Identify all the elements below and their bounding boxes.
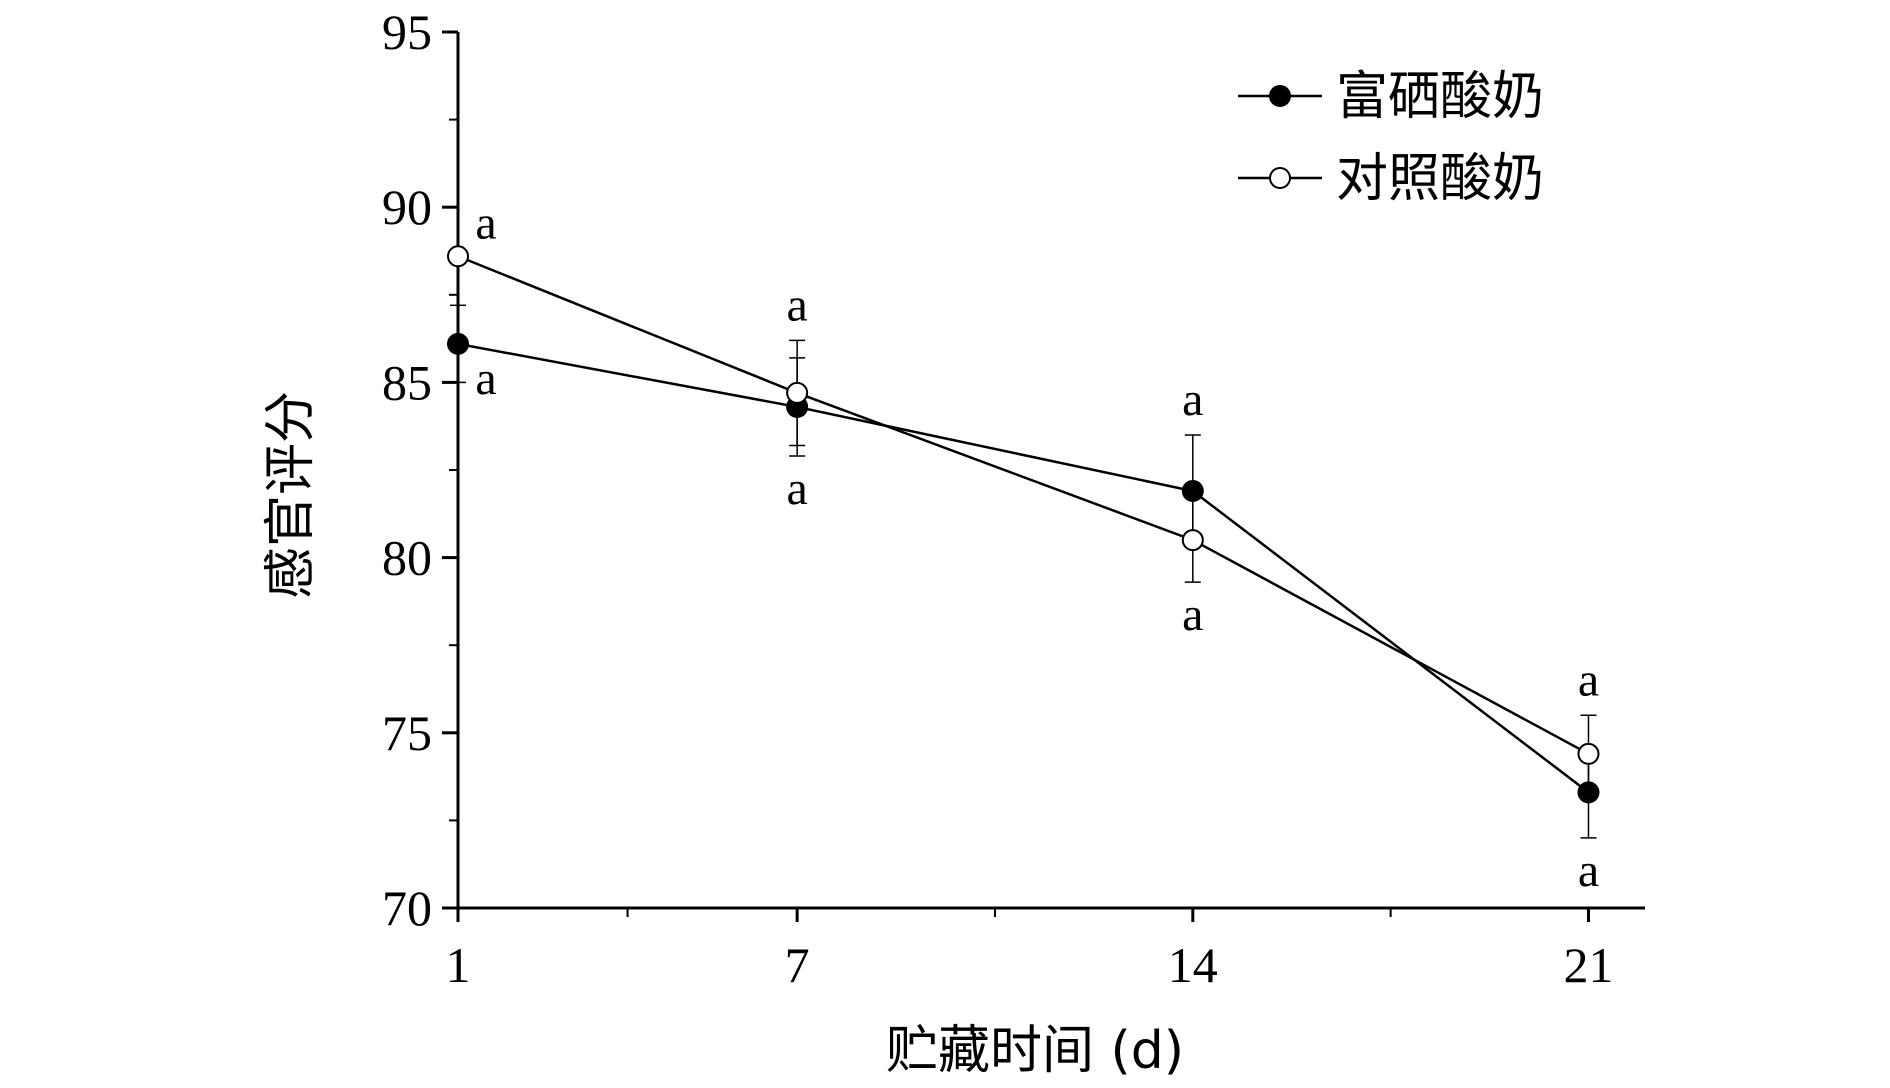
significance-label: a	[475, 196, 496, 249]
legend-label: 富硒酸奶	[1336, 67, 1544, 127]
x-tick-label: 21	[1563, 937, 1613, 993]
axes: 70 75 80 85 90 95 1 7 14 21	[382, 4, 1645, 993]
x-tick-label: 1	[446, 937, 471, 993]
significance-label: a	[786, 278, 807, 331]
labels-layer: a a a a a a a a	[475, 196, 1599, 897]
data-point-2	[786, 381, 809, 404]
x-axis-title: 贮藏时间 (d)	[886, 1021, 1184, 1081]
series-line-2	[457, 255, 1590, 755]
x-tick-label: 7	[785, 937, 810, 993]
y-axis-title: 感官评分	[261, 391, 321, 599]
data-point-2	[447, 245, 469, 268]
significance-label: a	[1182, 588, 1203, 641]
significance-label: a	[786, 462, 807, 515]
x-tick-label: 14	[1168, 937, 1218, 993]
significance-label: a	[1578, 653, 1599, 706]
legend-marker	[1269, 167, 1291, 189]
y-tick-label: 90	[382, 179, 432, 235]
data-point-1	[1577, 781, 1600, 804]
y-tick-label: 85	[382, 354, 432, 410]
significance-label: a	[475, 352, 496, 405]
y-tick-label: 75	[382, 705, 432, 761]
series-layer	[447, 245, 1600, 839]
data-point-1	[447, 332, 469, 355]
legend-marker	[1269, 85, 1291, 107]
significance-label: a	[1182, 373, 1203, 426]
y-tick-label: 80	[382, 530, 432, 586]
legend-label: 对照酸奶	[1336, 149, 1544, 209]
y-tick-label: 70	[382, 880, 432, 936]
y-tick-label: 95	[382, 4, 432, 60]
significance-label: a	[1578, 844, 1599, 897]
series-line-1	[457, 342, 1590, 794]
data-point-2	[1577, 742, 1600, 765]
data-point-2	[1181, 529, 1204, 552]
data-point-1	[1181, 480, 1204, 503]
